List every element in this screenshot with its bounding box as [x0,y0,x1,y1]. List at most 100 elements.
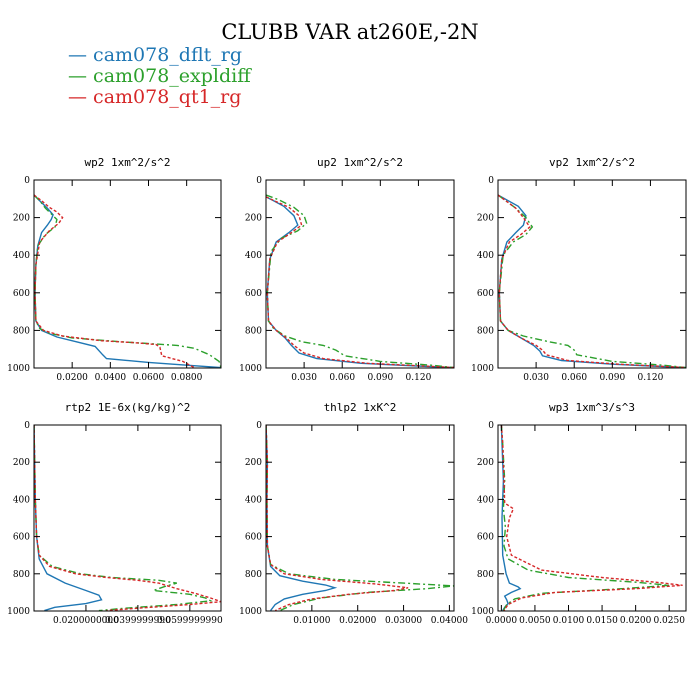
panel-3: vp2 1xm^2/s^2 0 200 400 600 800 1000 0.030 0.060… [471,156,687,383]
y-tick-label: 800 [245,570,262,580]
y-tick-label: 200 [13,214,30,224]
y-tick-label: 600 [245,289,262,299]
series-line [266,425,338,611]
x-tick-label: 0.090 [367,373,393,383]
x-tick-label: 0.0599999990 [157,616,223,626]
x-tick-label: 0.030 [291,373,317,383]
x-tick-label: 0.120 [406,373,432,383]
y-tick-label: 800 [477,326,494,336]
y-tick-label: 800 [245,326,262,336]
x-tick-label: 0.120 [638,373,664,383]
y-tick-label: 600 [477,533,494,543]
series-line [498,194,686,368]
legend-entry-expldiff: — cam078_expldiff [68,65,251,87]
x-tick-label: 0.090 [599,373,625,383]
y-tick-label: 600 [245,533,262,543]
figure-title: CLUBB VAR at260E,-2N [221,20,479,44]
y-tick-label: 1000 [7,364,30,374]
x-tick-label: 0.04000 [431,616,468,626]
y-tick-label: 1000 [7,607,30,617]
legend-swatch: — [68,86,94,108]
series-line [34,425,213,611]
x-tick-label: 0.030 [523,373,549,383]
panel-title: vp2 1xm^2/s^2 [549,156,635,169]
series-line [500,425,522,611]
series-line [34,425,103,611]
plot-frame [265,179,455,369]
plot-frame [33,424,222,612]
series-line [500,425,670,611]
x-tick-label: 0.0100 [553,616,585,626]
panel-title: wp2 1xm^2/s^2 [84,156,170,169]
y-tick-label: 600 [477,289,494,299]
x-tick-label: 0.0399999990 [105,616,171,626]
x-tick-label: 0.0200 [620,616,652,626]
panel-title: thlp2 1xK^2 [324,401,397,414]
y-tick-label: 800 [13,326,30,336]
y-tick-label: 200 [13,458,30,468]
x-tick-label: 0.0050 [519,616,551,626]
y-tick-label: 0 [256,421,262,431]
panel-title: rtp2 1E-6x(kg/kg)^2 [65,401,191,414]
y-tick-label: 1000 [239,607,262,617]
y-tick-label: 400 [477,495,494,505]
panel-5: thlp2 1xK^2 0 200 400 600 800 1000 0.01000 0.020… [239,401,468,626]
series-line [34,194,195,368]
y-tick-label: 200 [477,458,494,468]
plot-frame [497,424,687,612]
legend-label: cam078_expldiff [93,65,251,87]
y-tick-label: 0 [488,176,494,186]
y-tick-label: 0 [256,176,262,186]
series-line [266,196,454,368]
legend-label: cam078_dflt_rg [93,44,243,66]
y-tick-label: 800 [13,570,30,580]
y-tick-label: 800 [477,570,494,580]
panel-title: up2 1xm^2/s^2 [317,156,403,169]
y-tick-label: 400 [477,251,494,261]
series-line [266,425,409,611]
plot-frame [265,424,455,612]
y-tick-label: 0 [488,421,494,431]
panel-1: wp2 1xm^2/s^2 0 200 400 600 800 1000 0.0200 0.04… [7,156,222,383]
plot-frame [497,179,687,369]
panel-title: wp3 1xm^3/s^3 [549,401,635,414]
x-tick-label: 0.01000 [293,616,330,626]
x-tick-label: 0.060 [561,373,587,383]
y-tick-label: 0 [24,176,30,186]
y-tick-label: 600 [13,533,30,543]
series-line [266,196,454,368]
x-tick-label: 0.0600 [133,373,165,383]
x-tick-label: 0.0150 [586,616,618,626]
series-line [34,194,221,368]
legend-label: cam078_qt1_rg [93,86,242,108]
x-tick-label: 0.02000 [339,616,376,626]
legend-swatch: — [68,44,94,66]
y-tick-label: 200 [245,458,262,468]
legend-entry-qt1: — cam078_qt1_rg [68,86,241,108]
panel-4: rtp2 1E-6x(kg/kg)^2 0 200 400 600 800 1000 0.02… [7,401,223,626]
y-tick-label: 1000 [239,364,262,374]
series-line [500,425,683,611]
y-tick-label: 1000 [471,607,494,617]
y-tick-label: 400 [245,251,262,261]
y-tick-label: 1000 [471,364,494,374]
x-tick-label: 0.060 [329,373,355,383]
x-tick-label: 0.0250 [653,616,685,626]
y-tick-label: 0 [24,421,30,431]
x-tick-label: 0.0200000000 [53,616,119,626]
x-tick-label: 0.0800 [171,373,203,383]
panel-2: up2 1xm^2/s^2 0 200 400 600 800 1000 0.030 0.060… [239,156,455,383]
x-tick-label: 0.0000 [486,616,518,626]
legend-entry-dflt: — cam078_dflt_rg [68,44,242,66]
series-line [498,194,686,368]
y-tick-label: 400 [245,495,262,505]
x-tick-label: 0.0200 [56,373,88,383]
y-tick-label: 400 [13,495,30,505]
x-tick-label: 0.03000 [385,616,422,626]
plot-frame [33,179,222,369]
x-tick-label: 0.0400 [95,373,127,383]
y-tick-label: 200 [477,214,494,224]
legend-swatch: — [68,65,94,87]
